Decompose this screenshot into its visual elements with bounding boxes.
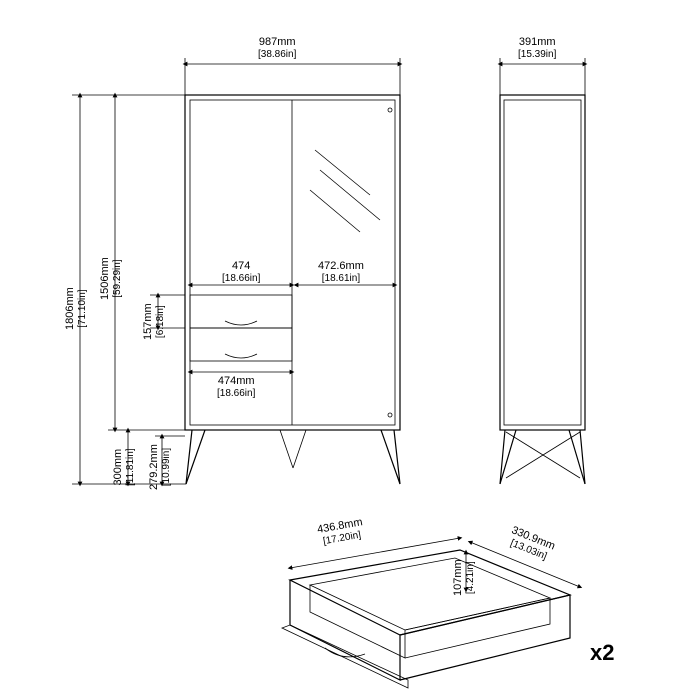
dim-right-panel: 472.6mm [18.61in] [318,260,364,284]
dim-top-width: 987mm [38.86in] [258,36,296,60]
dim-depth-in: [15.39in] [518,49,556,61]
quantity-label: x2 [590,640,614,666]
dim-body-height-mm: 1506mm [99,257,112,300]
dim-right-panel-mm: 472.6mm [318,260,364,273]
dim-drawer-w: 474mm [18.66in] [217,375,255,399]
dim-top-width-mm: 987mm [258,36,296,49]
dim-total-height-in: [71.10in] [77,287,89,330]
dim-box-h-in: [4.21in] [465,559,477,596]
dim-leg-clear-in: [10.99in] [161,444,173,490]
dim-total-height: 1806mm [71.10in] [64,287,88,330]
dim-depth-mm: 391mm [518,36,556,49]
dim-total-height-mm: 1806mm [64,287,77,330]
dim-top-width-in: [38.86in] [258,49,296,61]
dim-leg-clear: 279.2mm [10.99in] [148,444,172,490]
dim-drawer-h-mm: 157mm [142,303,155,340]
dim-left-panel: 474 [18.66in] [222,260,260,284]
dim-body-height-in: [59.29in] [112,257,124,300]
dim-box-h: 107mm [4.21in] [452,559,476,596]
diagram-stage: 987mm [38.86in] 391mm [15.39in] 1806mm [… [0,0,700,700]
dim-drawer-h: 157mm [6.18in] [142,303,166,340]
dim-leg-h-in: [11.81in] [125,448,137,486]
dim-left-panel-in: [18.66in] [222,273,260,285]
dim-right-panel-in: [18.61in] [318,273,364,285]
dim-leg-clear-mm: 279.2mm [148,444,161,490]
dim-left-panel-mm: 474 [222,260,260,273]
dim-depth: 391mm [15.39in] [518,36,556,60]
dim-drawer-w-in: [18.66in] [217,388,255,400]
dim-drawer-w-mm: 474mm [217,375,255,388]
dim-body-height: 1506mm [59.29in] [99,257,123,300]
dim-leg-h: 300mm [11.81in] [112,448,136,486]
linework [0,0,700,700]
dim-drawer-h-in: [6.18in] [155,303,167,340]
dim-box-h-mm: 107mm [452,559,465,596]
dim-leg-h-mm: 300mm [112,448,125,486]
